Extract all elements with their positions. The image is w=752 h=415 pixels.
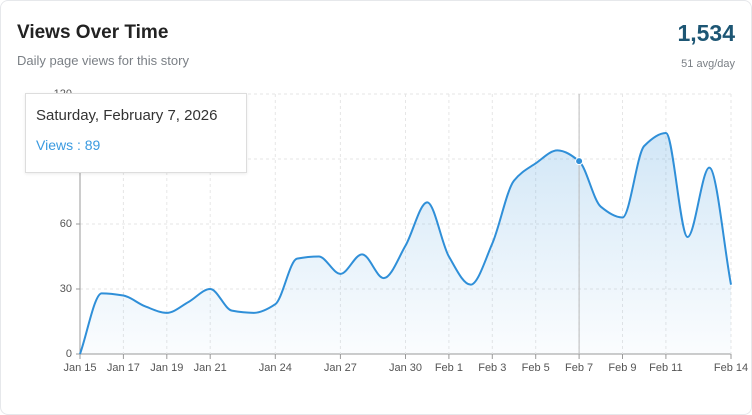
x-tick-label: Feb 9 — [608, 362, 636, 374]
x-tick-label: Jan 30 — [389, 362, 422, 374]
card-subtitle: Daily page views for this story — [17, 53, 189, 68]
active-point — [575, 157, 584, 166]
total-views: 1,534 — [677, 20, 735, 46]
y-tick-label: 30 — [60, 283, 72, 295]
x-tick-label: Feb 3 — [478, 362, 506, 374]
x-tick-label: Feb 1 — [435, 362, 463, 374]
y-tick-label: 60 — [60, 218, 72, 230]
tooltip: Saturday, February 7, 2026 Views : 89 — [25, 93, 247, 173]
average-views: 51 avg/day — [681, 58, 735, 70]
x-tick-label: Jan 21 — [194, 362, 227, 374]
tooltip-value: Views : 89 — [36, 137, 101, 153]
x-tick-label: Feb 7 — [565, 362, 593, 374]
x-tick-label: Jan 17 — [107, 362, 140, 374]
x-tick-label: Jan 27 — [324, 362, 357, 374]
x-tick-label: Jan 19 — [150, 362, 183, 374]
card-title: Views Over Time — [17, 22, 169, 43]
area — [80, 133, 731, 354]
x-tick-label: Feb 14 — [714, 362, 748, 374]
x-tick-label: Feb 5 — [522, 362, 550, 374]
x-tick-label: Jan 24 — [259, 362, 292, 374]
line — [79, 131, 732, 355]
y-tick-label: 0 — [66, 348, 72, 360]
x-tick-label: Feb 11 — [649, 362, 682, 374]
tooltip-date: Saturday, February 7, 2026 — [36, 107, 218, 124]
x-tick-label: Jan 15 — [63, 362, 96, 374]
